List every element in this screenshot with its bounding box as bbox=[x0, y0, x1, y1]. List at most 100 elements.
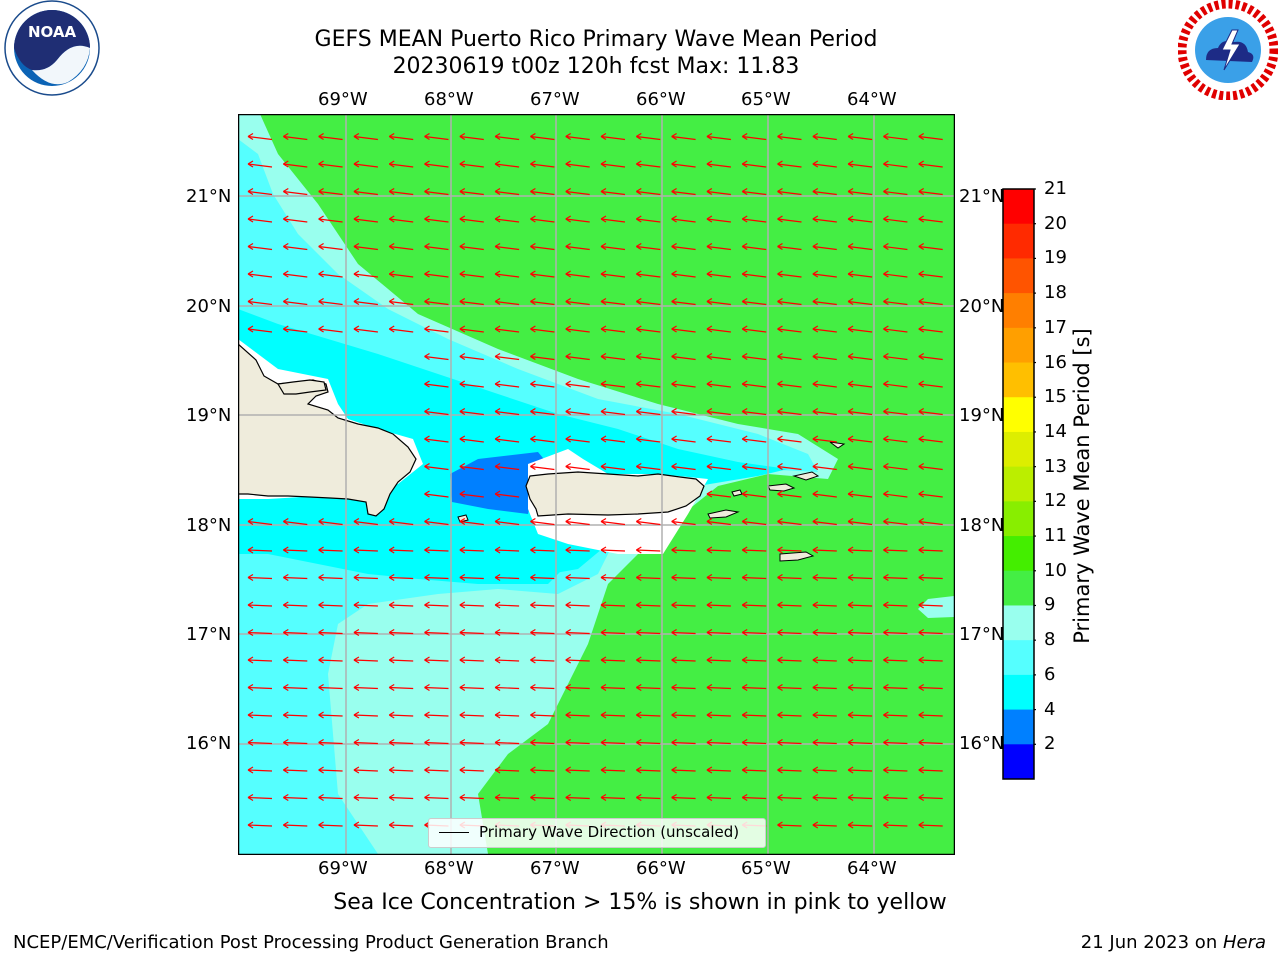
wave-direction-arrow bbox=[918, 628, 943, 637]
lon-label-top: 66°W bbox=[636, 89, 686, 110]
wave-direction-arrow bbox=[459, 793, 484, 802]
wave-direction-arrow bbox=[741, 656, 767, 664]
colorbar-segment bbox=[1003, 744, 1034, 780]
noaa-logo-text: NOAA bbox=[28, 23, 77, 41]
wave-direction-arrow bbox=[494, 352, 520, 361]
wave-direction-arrow bbox=[883, 215, 908, 223]
wave-direction-arrow bbox=[494, 601, 520, 609]
wave-direction-arrow bbox=[353, 546, 378, 554]
lat-label-right: 17°N bbox=[959, 624, 1005, 645]
footer-date: 21 Jun 2023 on bbox=[1080, 932, 1223, 953]
puerto-rico-land bbox=[525, 471, 705, 517]
wave-direction-arrow bbox=[918, 517, 943, 526]
wave-direction-arrow bbox=[741, 711, 767, 719]
wave-direction-arrow bbox=[812, 270, 837, 278]
wave-direction-arrow bbox=[635, 766, 661, 774]
chart-title: GEFS MEAN Puerto Rico Primary Wave Mean … bbox=[314, 27, 878, 52]
wave-direction-arrow bbox=[706, 766, 731, 774]
colorbar-tick-label: 21 bbox=[1044, 178, 1067, 199]
gridlines bbox=[238, 114, 954, 854]
wave-direction-arrow bbox=[459, 187, 484, 196]
wave-direction-arrow bbox=[741, 132, 767, 141]
wave-direction-arrow bbox=[565, 270, 590, 278]
wave-direction-arrow bbox=[812, 407, 837, 416]
lon-label-bottom: 69°W bbox=[318, 858, 368, 879]
wave-direction-arrow bbox=[812, 821, 837, 829]
wave-direction-arrow bbox=[424, 407, 449, 416]
wave-direction-arrow bbox=[424, 573, 449, 582]
wave-direction-arrow bbox=[318, 601, 343, 609]
wave-direction-arrow bbox=[565, 462, 590, 471]
wave-direction-arrow bbox=[353, 656, 378, 664]
wave-direction-arrow bbox=[635, 738, 661, 747]
wave-direction-arrow bbox=[459, 325, 484, 333]
wave-direction-arrow bbox=[565, 546, 590, 554]
wave-direction-arrow bbox=[424, 270, 449, 278]
wave-direction-arrow bbox=[847, 766, 873, 774]
wave-direction-arrow bbox=[918, 738, 943, 747]
wave-direction-arrow bbox=[741, 738, 767, 747]
wave-direction-arrow bbox=[600, 132, 626, 141]
mona-island bbox=[457, 514, 469, 523]
wave-direction-arrow bbox=[353, 683, 378, 692]
wave-direction-arrow bbox=[459, 407, 484, 416]
wave-direction-arrow bbox=[883, 270, 908, 278]
wave-direction-arrow bbox=[459, 490, 484, 498]
wave-direction-arrow bbox=[812, 793, 837, 802]
wave-direction-arrow bbox=[635, 573, 661, 582]
wave-direction-arrow bbox=[812, 380, 837, 388]
wave-direction-arrow bbox=[388, 132, 414, 141]
wave-direction-arrow bbox=[565, 132, 590, 141]
wave-direction-arrow bbox=[671, 352, 696, 361]
wave-direction-arrow bbox=[847, 242, 873, 251]
wave-direction-arrow bbox=[883, 297, 908, 306]
wave-direction-arrow bbox=[353, 711, 378, 719]
wave-direction-arrow bbox=[600, 711, 626, 719]
lat-label-left: 17°N bbox=[186, 624, 232, 645]
wave-direction-arrow bbox=[635, 407, 661, 416]
wave-direction-arrow bbox=[671, 656, 696, 664]
wave-direction-arrow bbox=[247, 325, 273, 333]
wave-direction-arrow bbox=[388, 766, 414, 774]
colorbar-segment bbox=[1003, 397, 1034, 433]
colorbar-segment bbox=[1003, 501, 1034, 537]
wave-direction-arrow bbox=[847, 325, 873, 333]
wave-direction-arrow bbox=[424, 242, 449, 251]
wave-direction-arrow bbox=[706, 517, 731, 526]
anegada-island bbox=[829, 441, 846, 449]
wave-direction-arrow bbox=[247, 793, 273, 802]
wave-direction-arrow bbox=[388, 656, 414, 664]
wave-direction-arrow bbox=[459, 380, 484, 388]
wave-direction-arrow bbox=[600, 683, 626, 692]
wave-direction-arrow bbox=[282, 215, 308, 223]
wave-direction-arrow bbox=[777, 546, 802, 554]
wave-direction-arrow bbox=[918, 380, 943, 388]
wave-direction-arrow bbox=[706, 407, 731, 416]
legend-line-swatch bbox=[439, 832, 469, 833]
colorbar-segment bbox=[1003, 570, 1034, 606]
wave-direction-arrow bbox=[706, 601, 731, 609]
wave-direction-arrow bbox=[459, 297, 484, 306]
wave-direction-arrow bbox=[671, 215, 696, 223]
wave-direction-arrow bbox=[318, 628, 343, 637]
wave-direction-arrow bbox=[459, 766, 484, 774]
wave-direction-arrow bbox=[812, 187, 837, 196]
wave-direction-arrow bbox=[459, 435, 484, 443]
wave-direction-arrow bbox=[777, 821, 802, 829]
wave-direction-arrow bbox=[247, 711, 273, 719]
wave-direction-arrow bbox=[918, 187, 943, 196]
wave-direction-arrow bbox=[565, 766, 590, 774]
wave-direction-arrow bbox=[530, 766, 555, 774]
wave-direction-arrow bbox=[282, 242, 308, 251]
wave-direction-arrow bbox=[424, 517, 449, 526]
wave-direction-arrow bbox=[671, 160, 696, 168]
wave-direction-arrow bbox=[741, 215, 767, 223]
no-data-patch bbox=[918, 596, 954, 618]
wave-direction-arrow bbox=[812, 546, 837, 554]
wave-direction-arrow bbox=[530, 738, 555, 747]
colorbar-tick-label: 6 bbox=[1044, 663, 1056, 685]
colorbar-tick-label: 10 bbox=[1044, 559, 1067, 581]
wave-direction-arrow bbox=[600, 380, 626, 388]
lon-label-bottom: 67°W bbox=[530, 858, 580, 879]
wave-direction-arrow bbox=[388, 793, 414, 802]
